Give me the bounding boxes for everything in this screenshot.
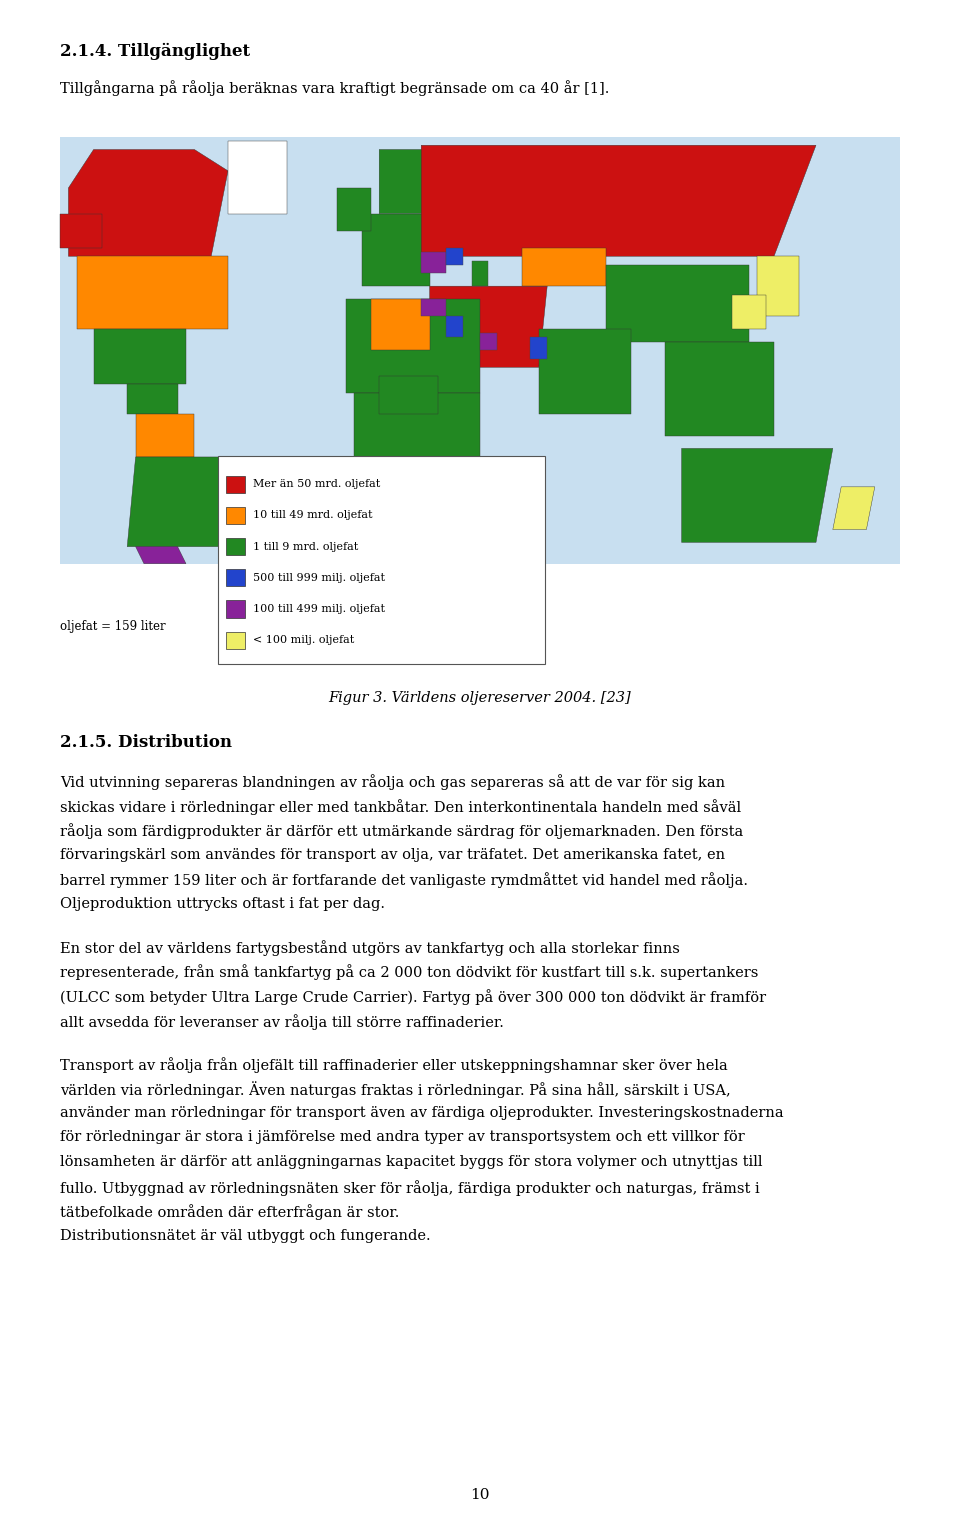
FancyBboxPatch shape <box>421 252 446 273</box>
FancyBboxPatch shape <box>60 137 900 564</box>
Polygon shape <box>68 149 228 257</box>
Text: råolja som färdigprodukter är därför ett utmärkande särdrag för oljemarknaden. D: råolja som färdigprodukter är därför ett… <box>60 823 743 839</box>
Text: Figur 3. Världens oljereserver 2004. [23]: Figur 3. Världens oljereserver 2004. [23… <box>328 691 632 705</box>
Polygon shape <box>379 376 438 415</box>
FancyBboxPatch shape <box>227 601 246 617</box>
Polygon shape <box>732 295 766 329</box>
Text: Mer än 50 mrd. oljefat: Mer än 50 mrd. oljefat <box>253 479 380 488</box>
FancyBboxPatch shape <box>227 476 246 493</box>
Polygon shape <box>362 214 430 286</box>
FancyBboxPatch shape <box>227 538 246 554</box>
Polygon shape <box>94 329 186 384</box>
Polygon shape <box>664 341 774 436</box>
Text: Tillgångarna på råolja beräknas vara kraftigt begränsade om ca 40 år [1].: Tillgångarna på råolja beräknas vara kra… <box>60 80 610 95</box>
Polygon shape <box>337 187 371 230</box>
Polygon shape <box>682 449 833 542</box>
Text: 2.1.5. Distribution: 2.1.5. Distribution <box>60 734 232 751</box>
Text: (ULCC som betyder Ultra Large Crude Carrier). Fartyg på över 300 000 ton dödvikt: (ULCC som betyder Ultra Large Crude Carr… <box>60 989 766 1005</box>
FancyBboxPatch shape <box>530 338 547 359</box>
Text: 2.1.4. Tillgänglighet: 2.1.4. Tillgänglighet <box>60 43 251 60</box>
FancyBboxPatch shape <box>471 261 489 286</box>
Polygon shape <box>421 146 816 257</box>
FancyBboxPatch shape <box>219 456 544 664</box>
Text: 10: 10 <box>470 1488 490 1502</box>
Text: Oljeproduktion uttrycks oftast i fat per dag.: Oljeproduktion uttrycks oftast i fat per… <box>60 897 385 911</box>
FancyBboxPatch shape <box>421 300 446 316</box>
Text: allt avsedda för leveranser av råolja till större raffinaderier.: allt avsedda för leveranser av råolja ti… <box>60 1014 504 1029</box>
Text: oljefat = 159 liter: oljefat = 159 liter <box>60 621 166 633</box>
Polygon shape <box>522 247 606 286</box>
FancyBboxPatch shape <box>227 507 246 524</box>
Text: 500 till 999 milj. oljefat: 500 till 999 milj. oljefat <box>253 573 385 582</box>
FancyBboxPatch shape <box>227 570 246 587</box>
Text: använder man rörledningar för transport även av färdiga oljeprodukter. Investeri: använder man rörledningar för transport … <box>60 1106 783 1120</box>
Text: 100 till 499 milj. oljefat: 100 till 499 milj. oljefat <box>253 604 385 614</box>
Polygon shape <box>833 487 875 530</box>
Text: Transport av råolja från oljefält till raffinaderier eller utskeppningshamnar sk: Transport av råolja från oljefält till r… <box>60 1057 728 1072</box>
Text: skickas vidare i rörledningar eller med tankbåtar. Den interkontinentala handeln: skickas vidare i rörledningar eller med … <box>60 799 741 814</box>
FancyBboxPatch shape <box>480 333 497 350</box>
Text: fullo. Utbyggnad av rörledningsnäten sker för råolja, färdiga produkter och natu: fullo. Utbyggnad av rörledningsnäten ske… <box>60 1180 759 1195</box>
Polygon shape <box>135 547 186 564</box>
Text: världen via rörledningar. Även naturgas fraktas i rörledningar. På sina håll, sä: världen via rörledningar. Även naturgas … <box>60 1081 731 1098</box>
Text: lönsamheten är därför att anläggningarnas kapacitet byggs för stora volymer och : lönsamheten är därför att anläggningarna… <box>60 1155 762 1169</box>
Polygon shape <box>354 393 480 521</box>
Text: 10 till 49 mrd. oljefat: 10 till 49 mrd. oljefat <box>253 510 372 521</box>
Polygon shape <box>127 458 228 547</box>
Polygon shape <box>346 300 480 393</box>
Text: < 100 milj. oljefat: < 100 milj. oljefat <box>253 636 354 645</box>
FancyBboxPatch shape <box>446 247 464 264</box>
FancyBboxPatch shape <box>56 129 904 679</box>
FancyBboxPatch shape <box>227 631 246 648</box>
Text: tätbefolkade områden där efterfrågan är stor.: tätbefolkade områden där efterfrågan är … <box>60 1204 399 1220</box>
Text: förvaringskärl som användes för transport av olja, var träfatet. Det amerikanska: förvaringskärl som användes för transpor… <box>60 848 725 862</box>
Polygon shape <box>135 415 194 458</box>
Text: Distributionsnätet är väl utbyggt och fungerande.: Distributionsnätet är väl utbyggt och fu… <box>60 1229 431 1243</box>
Polygon shape <box>539 329 632 415</box>
Polygon shape <box>77 257 228 329</box>
Text: Vid utvinning separeras blandningen av råolja och gas separeras så att de var fö: Vid utvinning separeras blandningen av r… <box>60 774 725 790</box>
Polygon shape <box>228 141 287 214</box>
Polygon shape <box>379 149 438 214</box>
FancyBboxPatch shape <box>446 316 464 338</box>
Text: barrel rymmer 159 liter och är fortfarande det vanligaste rymdmåttet vid handel : barrel rymmer 159 liter och är fortfaran… <box>60 872 748 888</box>
Text: 1 till 9 mrd. oljefat: 1 till 9 mrd. oljefat <box>253 542 358 551</box>
Polygon shape <box>60 214 102 247</box>
Polygon shape <box>430 286 547 367</box>
Polygon shape <box>757 257 799 316</box>
Text: representerade, från små tankfartyg på ca 2 000 ton dödvikt för kustfart till s.: representerade, från små tankfartyg på c… <box>60 965 758 980</box>
Text: En stor del av världens fartygsbestånd utgörs av tankfartyg och alla storlekar f: En stor del av världens fartygsbestånd u… <box>60 940 680 955</box>
Polygon shape <box>371 300 430 350</box>
Polygon shape <box>606 264 749 341</box>
Polygon shape <box>127 384 178 415</box>
Text: för rörledningar är stora i jämförelse med andra typer av transportsystem och et: för rörledningar är stora i jämförelse m… <box>60 1130 745 1144</box>
